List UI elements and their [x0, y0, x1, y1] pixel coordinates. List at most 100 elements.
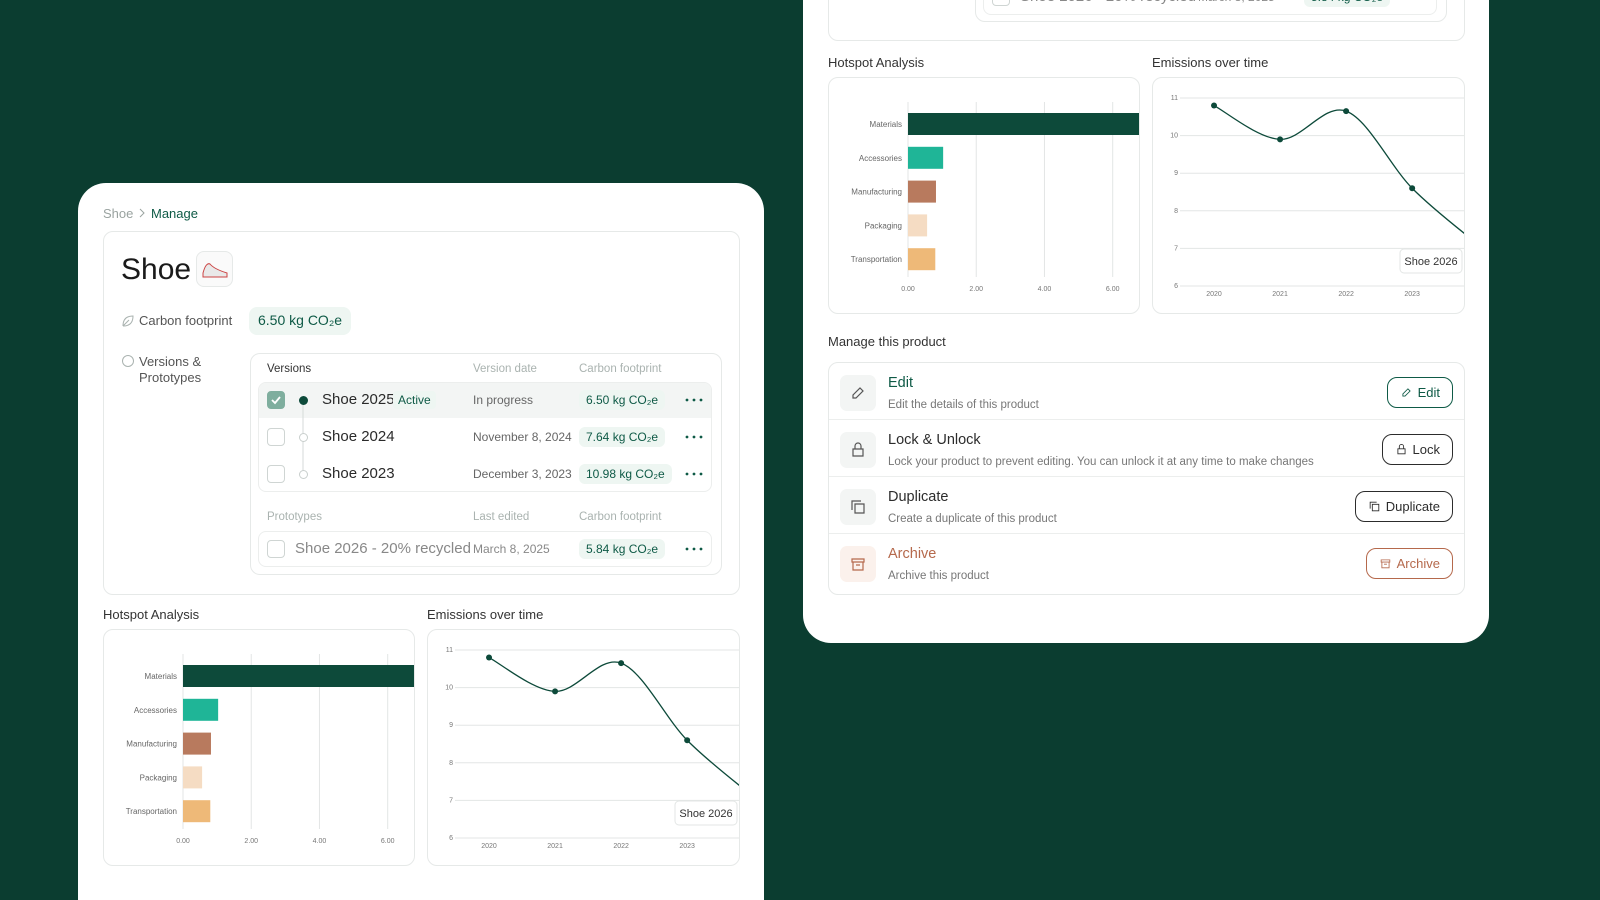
legend-box: [674, 800, 738, 826]
leaf: [122, 315, 134, 327]
category-label: Transportation: [126, 807, 177, 816]
icon-path: [1402, 388, 1411, 397]
version-name: Shoe 2025: [322, 391, 395, 408]
y-tick-label: 8: [1174, 208, 1178, 215]
chevron: [139, 208, 145, 218]
dot: [685, 398, 689, 402]
icon-path: [852, 387, 864, 399]
shoe-icon: [202, 263, 228, 278]
badge: Active: [393, 391, 436, 409]
legend-box: [1399, 248, 1463, 274]
checkbox[interactable]: [267, 428, 285, 446]
action-icon: [840, 546, 876, 582]
icon-path: [1396, 444, 1406, 455]
action-description: Edit the details of this product: [888, 399, 1039, 411]
dot: [699, 398, 703, 402]
y-tick-label: 7: [1174, 245, 1178, 252]
x-tick-label: 0.00: [901, 286, 915, 293]
footprint: 7.64 kg CO₂e: [579, 427, 666, 447]
footprint-pill: 6.50 kg CO₂e: [249, 307, 352, 335]
prototype-date: March 8, 2025: [1198, 0, 1275, 4]
prototype-name: Shoe 2026 - 20% recycled: [295, 540, 471, 557]
label: Versions & Prototypes: [139, 354, 202, 385]
bar: [908, 214, 928, 237]
check: [271, 396, 281, 405]
point: [486, 654, 493, 661]
chart: 6 7 8 9 10 11 2020 2021 2022 2023 Shoe 2026: [1170, 95, 1464, 298]
point: [1409, 185, 1416, 192]
action-button[interactable]: Duplicate: [1354, 491, 1453, 522]
chart: 0.00 2.00 4.00 6.00 Materials Accessories Manu…: [126, 654, 414, 845]
dot: [699, 472, 703, 476]
shoe: [202, 263, 228, 278]
clock: [122, 355, 134, 367]
check-icon: [271, 396, 281, 405]
dot: [699, 547, 703, 551]
dot: [692, 435, 696, 439]
checkbox[interactable]: [267, 465, 285, 483]
y-tick-label: 9: [449, 722, 453, 729]
chart: 0.00 2.00 4.00 6.00 Materials Accessories Manu…: [851, 102, 1139, 293]
timeline-dot: [299, 396, 308, 405]
chart-card: 6 7 8 9 10 11 2020 2021 2022 2023 Shoe 2026: [427, 629, 740, 866]
category-label: Accessories: [859, 154, 902, 163]
dot: [692, 547, 696, 551]
action-button[interactable]: Lock: [1381, 434, 1453, 465]
point: [1277, 136, 1284, 143]
action-button[interactable]: Archive: [1365, 548, 1453, 579]
checkbox[interactable]: [267, 391, 285, 409]
version-date: In progress: [473, 393, 534, 407]
y-tick-label: 8: [449, 760, 453, 767]
checkbox[interactable]: [992, 0, 1010, 6]
action-title: Edit: [888, 375, 913, 391]
y-tick-label: 10: [445, 685, 453, 692]
bar: [908, 248, 936, 271]
action-button[interactable]: Edit: [1386, 377, 1453, 408]
prototype-row: [258, 531, 712, 567]
timeline-dot: [299, 470, 308, 479]
x-tick-label: 6.00: [1106, 286, 1120, 293]
bar: [908, 146, 944, 169]
line: [1213, 104, 1464, 234]
legend-label: Shoe 2026: [1404, 256, 1457, 268]
y-tick-label: 10: [1170, 133, 1178, 140]
prototype-row: [983, 0, 1437, 15]
action-icon: [840, 432, 876, 468]
column-header: Versions: [267, 363, 312, 375]
footprint: 6.50 kg CO₂e: [579, 390, 666, 410]
leaf-icon: [122, 315, 134, 327]
chart-title: Emissions over time: [1152, 55, 1269, 70]
y-tick-label: 9: [1174, 170, 1178, 177]
dot: [685, 547, 689, 551]
button-icon: [1380, 559, 1390, 569]
icon-path: [1369, 501, 1380, 512]
icon: [851, 558, 865, 571]
footprint: 10.98 kg CO₂e: [579, 464, 672, 484]
checkbox[interactable]: [267, 540, 285, 558]
y-tick-label: 7: [449, 797, 453, 804]
chart-card: 0.00 2.00 4.00 6.00 Materials Accessories Manu…: [103, 629, 415, 866]
chart-title: Hotspot Analysis: [828, 55, 925, 70]
label: Carbon footprint: [139, 313, 233, 328]
history-icon: [122, 355, 134, 367]
version-name: Shoe 2023: [322, 465, 395, 482]
footprint: 5.84 kg CO₂e: [579, 539, 666, 559]
x-tick-label: 2022: [613, 843, 629, 850]
dot: [692, 472, 696, 476]
point: [1343, 108, 1350, 115]
more-icon: [685, 547, 703, 551]
legend-label: Shoe 2026: [679, 808, 732, 820]
breadcrumb-item[interactable]: Shoe: [103, 206, 134, 221]
timeline-dot: [299, 433, 308, 442]
footprint: 5.84 kg CO₂e: [1304, 0, 1391, 7]
bar: [908, 113, 1139, 135]
x-tick-label: 4.00: [1038, 286, 1052, 293]
more-icon: [685, 472, 703, 476]
column-header: Last edited: [473, 511, 530, 523]
action-icon: [840, 489, 876, 525]
category-label: Materials: [870, 120, 902, 129]
bar: [183, 665, 414, 687]
more-icon: [685, 398, 703, 402]
column-header: Version date: [473, 363, 537, 375]
